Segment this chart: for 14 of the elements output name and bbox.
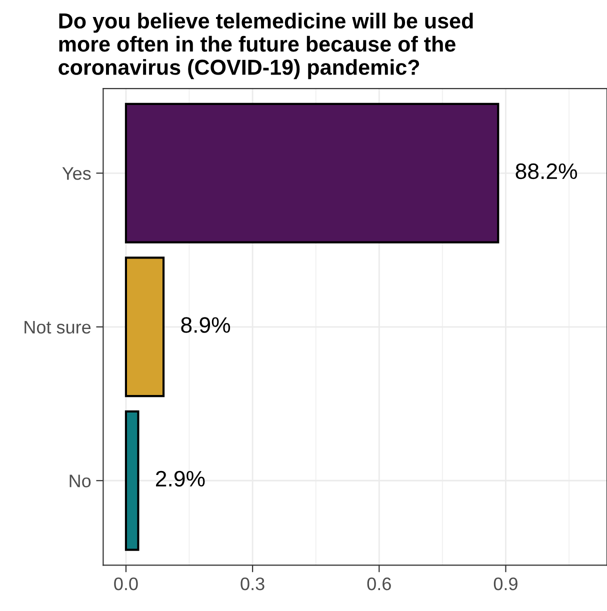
- y-tick-label: Yes: [62, 167, 91, 180]
- data-label: 2.9%: [156, 470, 205, 487]
- y-tick-label: No: [70, 474, 91, 488]
- bar: [124, 410, 140, 551]
- x-tick-label: 0.6: [367, 577, 391, 590]
- x-tick-label: 0.0: [114, 577, 138, 590]
- bar: [124, 102, 500, 244]
- bar: [124, 256, 165, 398]
- x-tick-label: 0.3: [240, 577, 264, 590]
- data-label: 88.2%: [516, 163, 578, 180]
- y-tick-label: Not sure: [24, 321, 91, 334]
- x-tick-label: 0.9: [494, 577, 518, 590]
- data-label: 8.9%: [181, 317, 230, 333]
- chart-title: Do you believe telemedicine will be used more often in the future because of the coronavirus (COVID-19) pandemic?: [58, 12, 473, 80]
